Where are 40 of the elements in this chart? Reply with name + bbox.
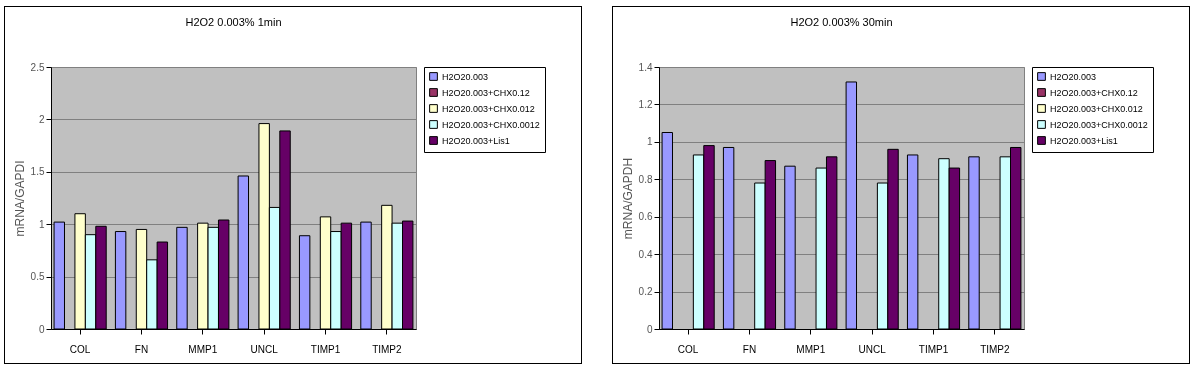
y-tick-label: 1.4: [638, 61, 653, 73]
y-axis-title: mRNA/GAPDH: [620, 157, 635, 240]
y-tick-label: 0.4: [638, 248, 653, 260]
y-tick-label: 1: [646, 136, 653, 148]
y-tick-label: 0.2: [638, 286, 653, 298]
legend-label: H2O20.003: [1050, 71, 1097, 82]
x-tick-label: FN: [134, 343, 149, 355]
y-tick-label: 1.2: [638, 98, 653, 110]
x-tick-label: MMP1: [188, 343, 218, 355]
y-tick-label: 0.8: [638, 173, 653, 185]
chart-title: H2O2 0.003% 30min: [790, 16, 893, 28]
y-tick-label: 1.5: [30, 166, 45, 178]
y-tick-label: 2.5: [30, 61, 45, 73]
y-axis-title: mRNA/GAPDI: [12, 160, 27, 237]
legend-label: H2O20.003: [442, 71, 489, 82]
x-tick-label: TIMP1: [310, 343, 341, 355]
x-tick-label: FN: [742, 343, 757, 355]
legend-label: H2O20.003+CHX0.012: [1050, 103, 1143, 114]
x-tick-label: MMP1: [796, 343, 826, 355]
legend-label: H2O20.003+Lis1: [1050, 135, 1118, 146]
y-tick-label: 0.6: [638, 211, 653, 223]
x-tick-label: TIMP2: [980, 343, 1011, 355]
x-tick-label: TIMP1: [918, 343, 949, 355]
legend-label: H2O20.003+Lis1: [442, 135, 510, 146]
legend-label: H2O20.003+CHX0.12: [1050, 87, 1138, 98]
y-tick-label: 0: [38, 323, 45, 335]
legend-label: H2O20.003+CHX0.012: [442, 103, 535, 114]
legend-label: H2O20.003+CHX0.12: [442, 87, 530, 98]
legend-label: H2O20.003+CHX0.0012: [1050, 119, 1148, 130]
y-tick-label: 2: [38, 113, 45, 125]
y-tick-label: 0: [646, 323, 653, 335]
y-tick-label: 0.5: [30, 271, 45, 283]
x-tick-label: TIMP2: [372, 343, 403, 355]
x-tick-label: UNCL: [250, 343, 279, 355]
x-tick-label: COL: [69, 343, 91, 355]
x-tick-label: UNCL: [858, 343, 887, 355]
legend-label: H2O20.003+CHX0.0012: [442, 119, 540, 130]
y-tick-label: 1: [38, 218, 45, 230]
x-tick-label: COL: [677, 343, 699, 355]
chart-title: H2O2 0.003% 1min: [185, 16, 282, 28]
